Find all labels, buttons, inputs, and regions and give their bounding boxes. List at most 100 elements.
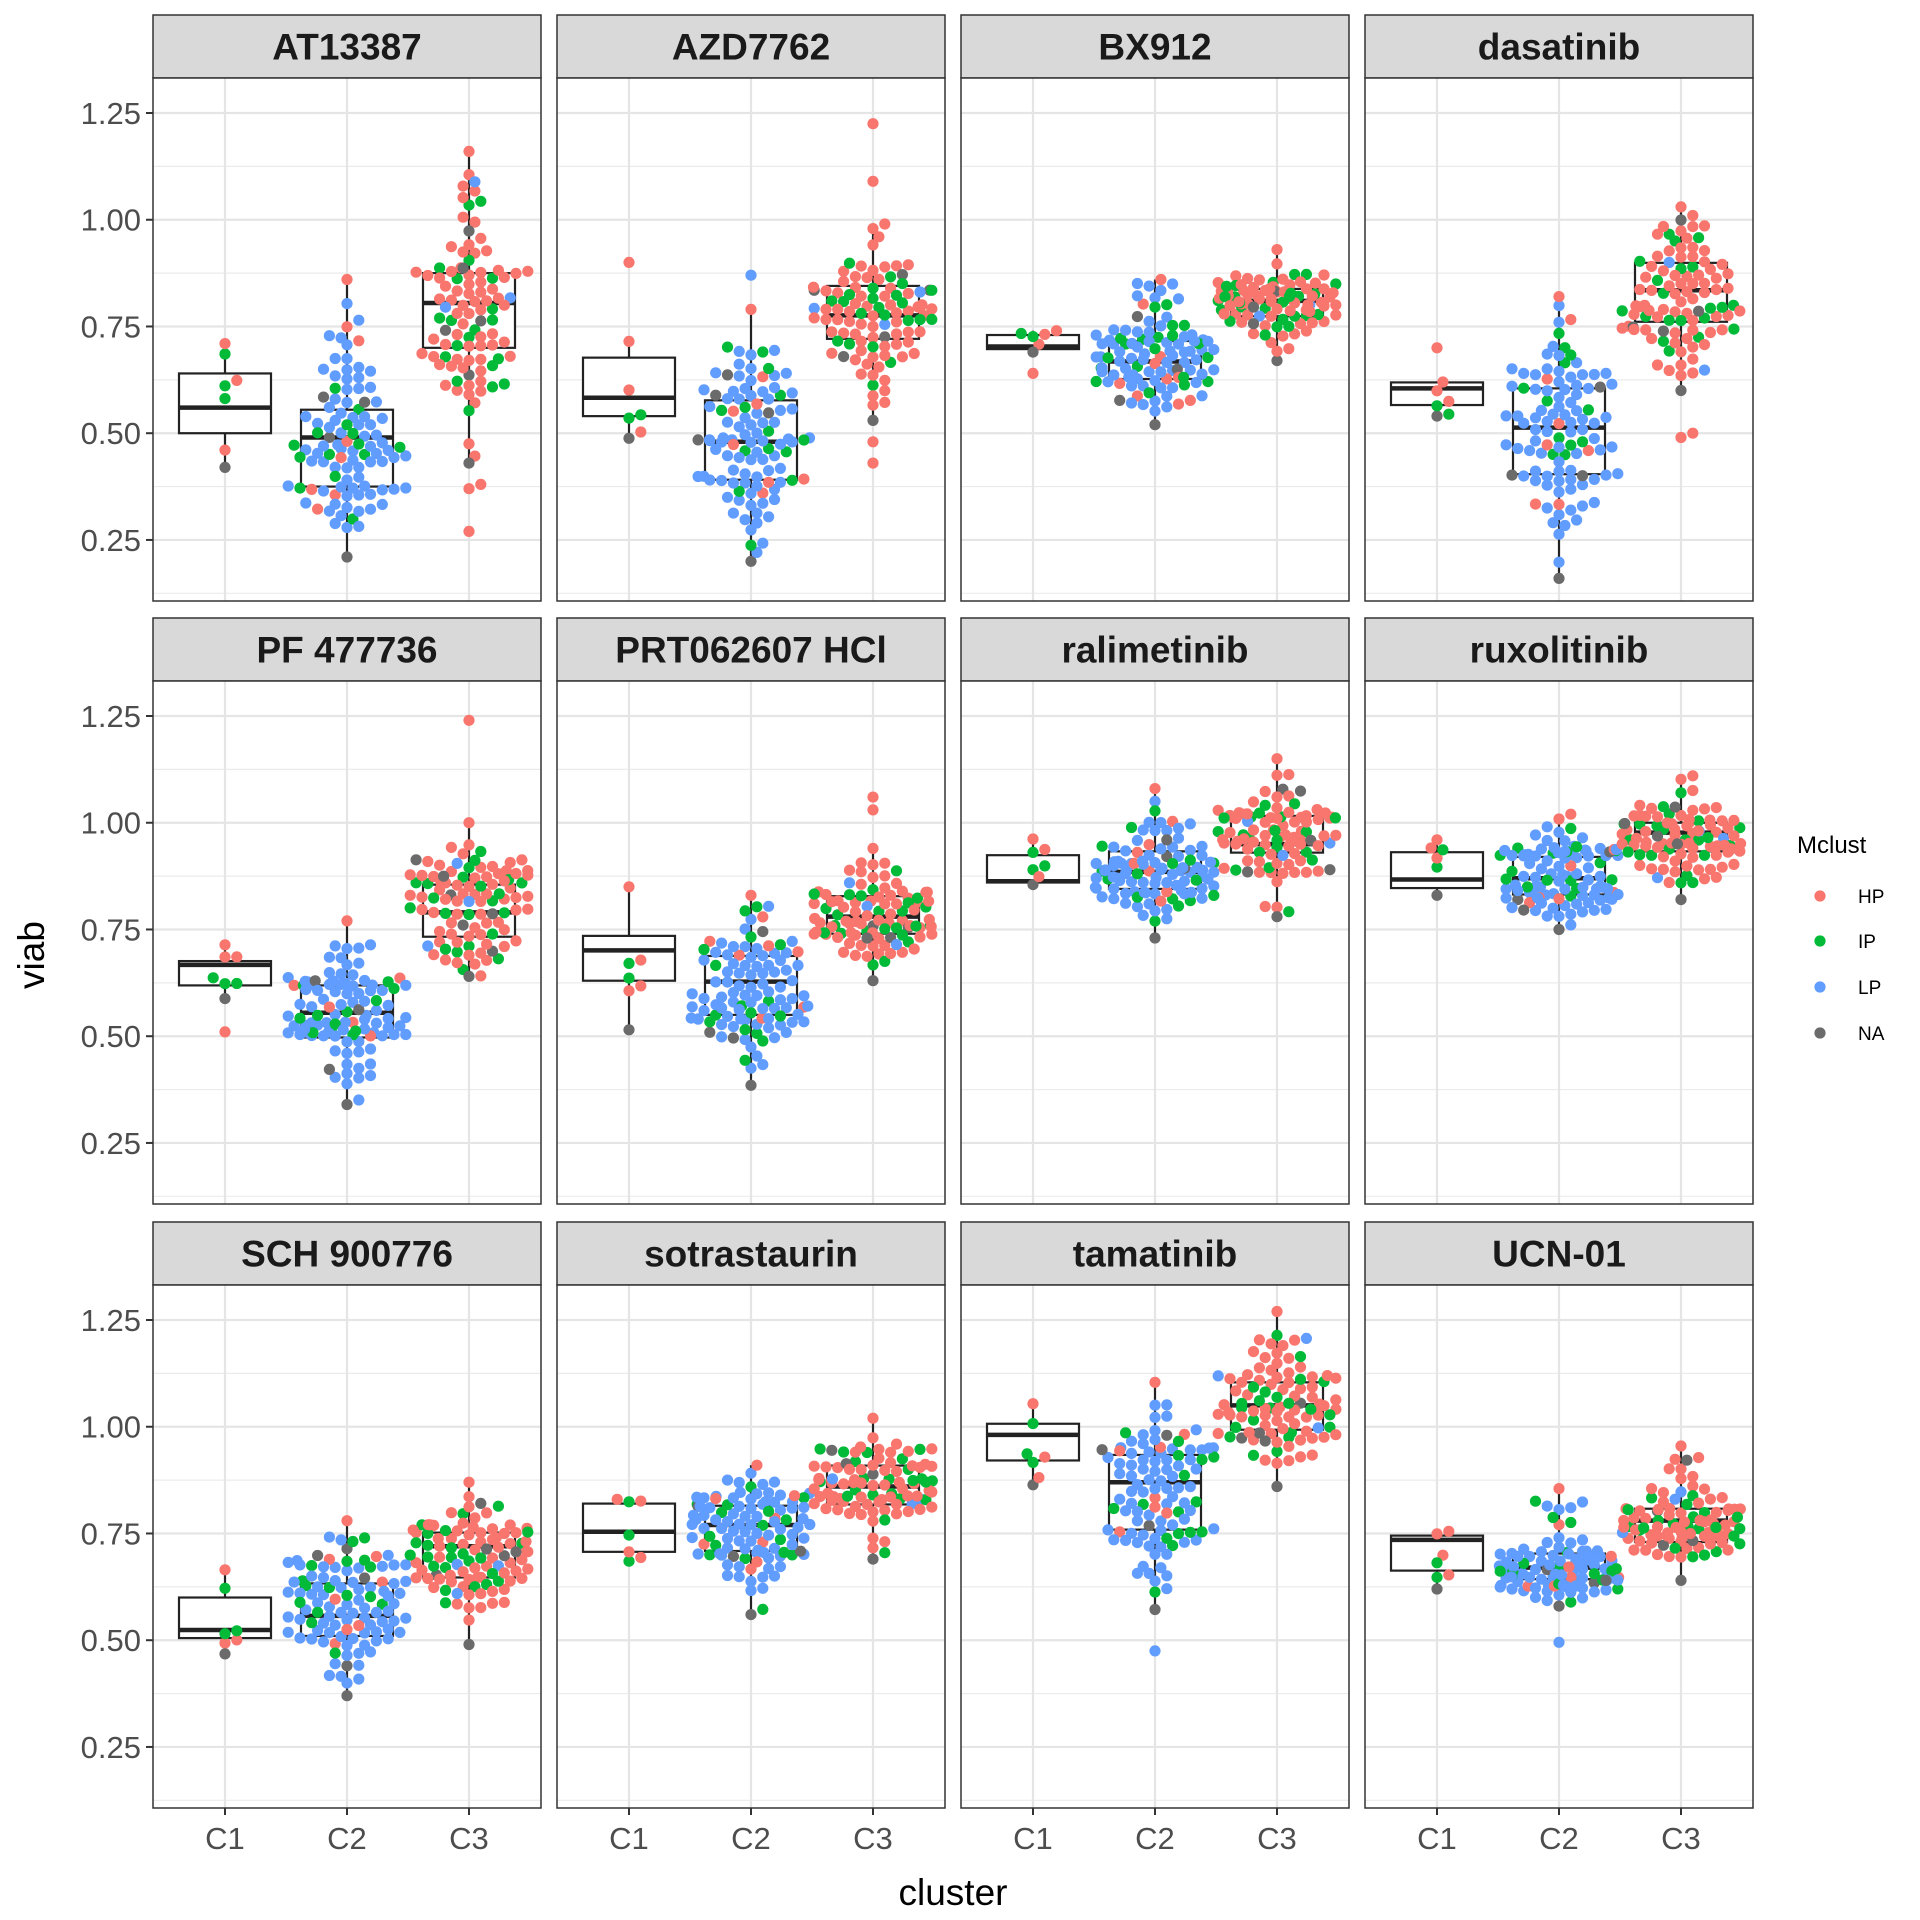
box-group-C2	[282, 915, 412, 1111]
data-point-LP	[1149, 795, 1161, 807]
data-point-LP	[1125, 380, 1138, 392]
data-point-IP	[1324, 1421, 1336, 1433]
data-point-IP	[745, 931, 757, 943]
data-point-NA	[867, 1553, 879, 1565]
data-point-HP	[867, 940, 879, 952]
data-point-IP	[1219, 291, 1231, 303]
data-point-NA	[1675, 214, 1687, 226]
data-point-LP	[329, 517, 341, 530]
data-point-NA	[475, 1497, 487, 1509]
data-point-NA	[481, 1543, 493, 1555]
data-point-HP	[1212, 1408, 1224, 1420]
data-point-LP	[1178, 331, 1190, 343]
data-point-LP	[1155, 382, 1167, 394]
data-point-LP	[774, 981, 787, 993]
data-point-LP	[786, 975, 798, 987]
data-point-HP	[879, 870, 891, 882]
data-point-HP	[838, 946, 850, 958]
data-point-IP	[1220, 280, 1233, 292]
data-point-LP	[792, 959, 804, 972]
data-point-HP	[902, 259, 914, 271]
data-point-HP	[1719, 1519, 1731, 1531]
panel-border	[556, 680, 946, 1205]
data-point-LP	[745, 374, 757, 387]
data-point-IP	[1149, 805, 1161, 817]
data-point-HP	[1271, 345, 1283, 357]
data-point-IP	[926, 313, 938, 325]
data-point-HP	[1318, 283, 1330, 295]
data-point-LP	[1553, 860, 1565, 872]
data-point-HP	[1271, 753, 1283, 765]
data-point-HP	[1663, 876, 1675, 889]
data-point-HP	[428, 906, 440, 919]
data-point-LP	[1553, 826, 1565, 838]
data-point-HP	[1283, 1352, 1295, 1364]
facet-panel: BX912	[960, 14, 1350, 602]
data-point-HP	[341, 435, 353, 447]
data-point-LP	[698, 954, 710, 966]
x-tick-label: C1	[205, 1821, 245, 1856]
data-point-LP	[317, 1561, 330, 1573]
data-point-LP	[376, 1560, 388, 1572]
data-point-NA	[486, 908, 499, 920]
data-point-LP	[317, 1572, 330, 1584]
data-point-IP	[1728, 323, 1740, 335]
data-point-LP	[1143, 280, 1155, 292]
data-point-LP	[721, 491, 734, 503]
data-point-HP	[1247, 328, 1260, 340]
data-point-HP	[1318, 300, 1330, 312]
data-point-LP	[1541, 363, 1553, 375]
data-point-IP	[774, 1533, 787, 1546]
data-point-LP	[1565, 919, 1577, 931]
data-point-HP	[885, 889, 897, 901]
facet-panel: SCH 900776	[152, 1221, 542, 1809]
data-point-LP	[353, 419, 365, 431]
data-point-HP	[422, 855, 434, 868]
data-point-LP	[745, 269, 757, 281]
data-point-HP	[219, 939, 231, 951]
data-point-HP	[832, 303, 844, 315]
data-point-IP	[219, 978, 231, 990]
data-point-HP	[1675, 809, 1687, 822]
data-point-IP	[341, 419, 353, 431]
data-point-HP	[893, 1476, 905, 1488]
data-point-NA	[219, 1648, 231, 1660]
data-point-LP	[804, 1518, 816, 1531]
box-group-C1	[1389, 1525, 1485, 1595]
data-point-LP	[1149, 1645, 1161, 1657]
data-point-HP	[475, 340, 487, 352]
data-point-HP	[1628, 810, 1640, 822]
data-point-HP	[745, 303, 757, 315]
data-point-NA	[309, 975, 321, 987]
data-point-HP	[481, 245, 493, 257]
data-point-LP	[1553, 509, 1565, 521]
data-point-LP	[364, 503, 377, 515]
data-point-HP	[890, 1465, 903, 1478]
data-point-LP	[1600, 903, 1612, 916]
data-point-HP	[498, 924, 510, 936]
data-point-HP	[1643, 304, 1655, 316]
data-point-HP	[1050, 325, 1063, 337]
data-point-HP	[623, 881, 635, 893]
data-point-LP	[341, 1078, 353, 1090]
data-point-LP	[1161, 1583, 1173, 1595]
data-point-IP	[635, 409, 647, 421]
data-point-HP	[475, 1588, 487, 1600]
data-point-HP	[1306, 1371, 1318, 1383]
data-point-LP	[376, 984, 388, 997]
data-point-IP	[1027, 1418, 1039, 1430]
data-point-IP	[1294, 1373, 1307, 1385]
data-point-HP	[1630, 300, 1642, 312]
data-point-LP	[1553, 1504, 1565, 1516]
data-point-NA	[1149, 932, 1161, 944]
data-point-IP	[774, 939, 787, 951]
data-point-LP	[763, 1013, 775, 1025]
data-point-IP	[1208, 889, 1220, 902]
data-point-IP	[1518, 382, 1530, 394]
data-point-LP	[1161, 1399, 1173, 1411]
data-point-HP	[1295, 811, 1307, 824]
data-point-LP	[739, 1510, 751, 1522]
data-point-NA	[1247, 301, 1260, 313]
data-point-HP	[475, 266, 487, 279]
data-point-LP	[698, 1492, 710, 1504]
